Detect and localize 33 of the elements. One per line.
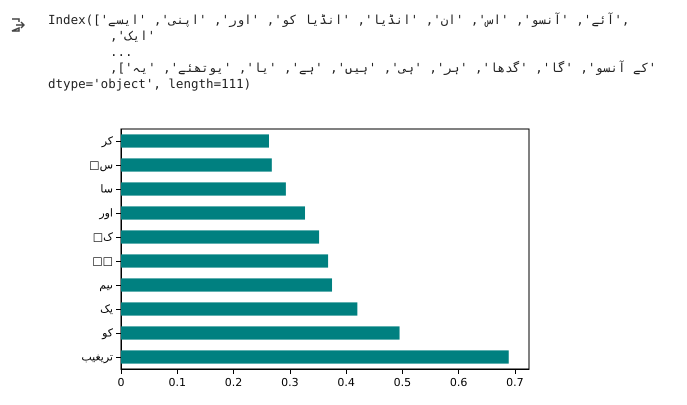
text: ... <box>109 44 134 60</box>
text: dtype='object', length=111) <box>48 76 252 92</box>
y-tick-label: کر <box>100 134 114 148</box>
x-tick-label: 0.5 <box>394 376 412 389</box>
y-tick-label: □ک <box>92 230 114 244</box>
bar <box>121 302 358 316</box>
y-tick-label: ںیم <box>99 278 113 292</box>
text: 'ایک', <box>109 28 156 44</box>
bar <box>121 326 400 340</box>
text: Index(['آئے', 'آنسو', 'اس', 'ان', 'انڈیا', 'انڈیا کو', 'اور', 'اپنی', 'ایسے', <box>48 12 630 28</box>
y-tick-label: کو <box>101 326 114 340</box>
bar <box>121 158 272 172</box>
bar <box>121 206 306 220</box>
y-tick-label: □□ <box>92 254 113 268</box>
y-tick-label: سا <box>100 182 113 196</box>
bar <box>121 230 320 244</box>
x-tick-label: 0.1 <box>168 376 186 389</box>
x-tick-label: 0.2 <box>224 376 242 389</box>
bar <box>121 350 509 364</box>
y-tick-label: تریغیب <box>81 350 113 364</box>
y-tick-label: اور <box>98 206 113 220</box>
y-tick-label: □س <box>89 158 113 172</box>
x-tick-label: 0.4 <box>337 376 355 389</box>
bar <box>121 134 270 148</box>
x-tick-label: 0 <box>118 376 124 389</box>
text: 'کے آنسو', 'گا', 'گدھا', 'ہر', 'ہی', 'ہیں', 'ہے', 'یا', 'یوتھئے', 'یہ'], <box>109 60 656 76</box>
y-tick-label: یک <box>100 302 113 316</box>
x-tick-label: 0.7 <box>506 376 524 389</box>
bar <box>121 254 328 268</box>
bar <box>121 182 286 196</box>
x-tick-label: 0.3 <box>281 376 299 389</box>
bar <box>121 278 332 292</box>
x-tick-label: 0.6 <box>450 376 468 389</box>
